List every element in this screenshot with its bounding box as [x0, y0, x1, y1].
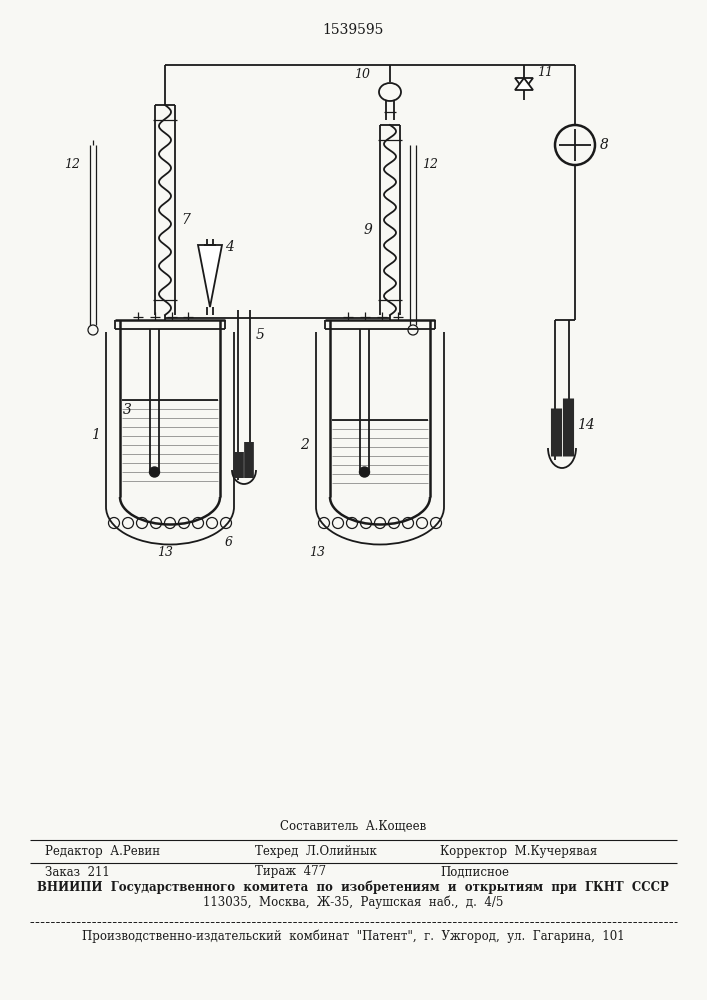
Text: 10: 10	[354, 68, 370, 82]
Polygon shape	[515, 78, 533, 90]
Text: 1: 1	[90, 428, 100, 442]
Text: Подписное: Подписное	[440, 865, 509, 879]
Text: 5: 5	[256, 328, 265, 342]
Text: 9: 9	[363, 223, 372, 236]
Text: 14: 14	[577, 418, 595, 432]
Text: ВНИИПИ  Государственного  комитета  по  изобретениям  и  открытиям  при  ГКНТ  С: ВНИИПИ Государственного комитета по изоб…	[37, 880, 669, 894]
Text: Тираж  477: Тираж 477	[255, 865, 326, 879]
Text: 13: 13	[157, 546, 173, 560]
Text: 1539595: 1539595	[322, 23, 384, 37]
Text: 3: 3	[123, 403, 132, 417]
Text: 8: 8	[600, 138, 609, 152]
Text: Составитель  А.Кощеев: Составитель А.Кощеев	[280, 820, 426, 834]
Text: 11: 11	[537, 66, 553, 79]
Text: 12: 12	[422, 158, 438, 172]
Text: Корректор  М.Кучерявая: Корректор М.Кучерявая	[440, 844, 597, 857]
Text: 4: 4	[225, 240, 234, 254]
Polygon shape	[198, 245, 222, 307]
Text: Заказ  211: Заказ 211	[45, 865, 110, 879]
Polygon shape	[515, 78, 533, 90]
Text: Производственно-издательский  комбинат  "Патент",  г.  Ужгород,  ул.  Гагарина, : Производственно-издательский комбинат "П…	[82, 929, 624, 943]
Text: Редактор  А.Ревин: Редактор А.Ревин	[45, 844, 160, 857]
Text: 7: 7	[181, 214, 190, 228]
Text: 2: 2	[300, 438, 310, 452]
Text: 12: 12	[64, 158, 80, 172]
Text: 6: 6	[225, 536, 233, 550]
Circle shape	[149, 467, 160, 477]
Text: 113035,  Москва,  Ж-35,  Раушская  наб.,  д.  4/5: 113035, Москва, Ж-35, Раушская наб., д. …	[203, 895, 503, 909]
Circle shape	[359, 467, 370, 477]
Text: 13: 13	[309, 546, 325, 560]
Text: Техред  Л.Олийнык: Техред Л.Олийнык	[255, 844, 377, 857]
